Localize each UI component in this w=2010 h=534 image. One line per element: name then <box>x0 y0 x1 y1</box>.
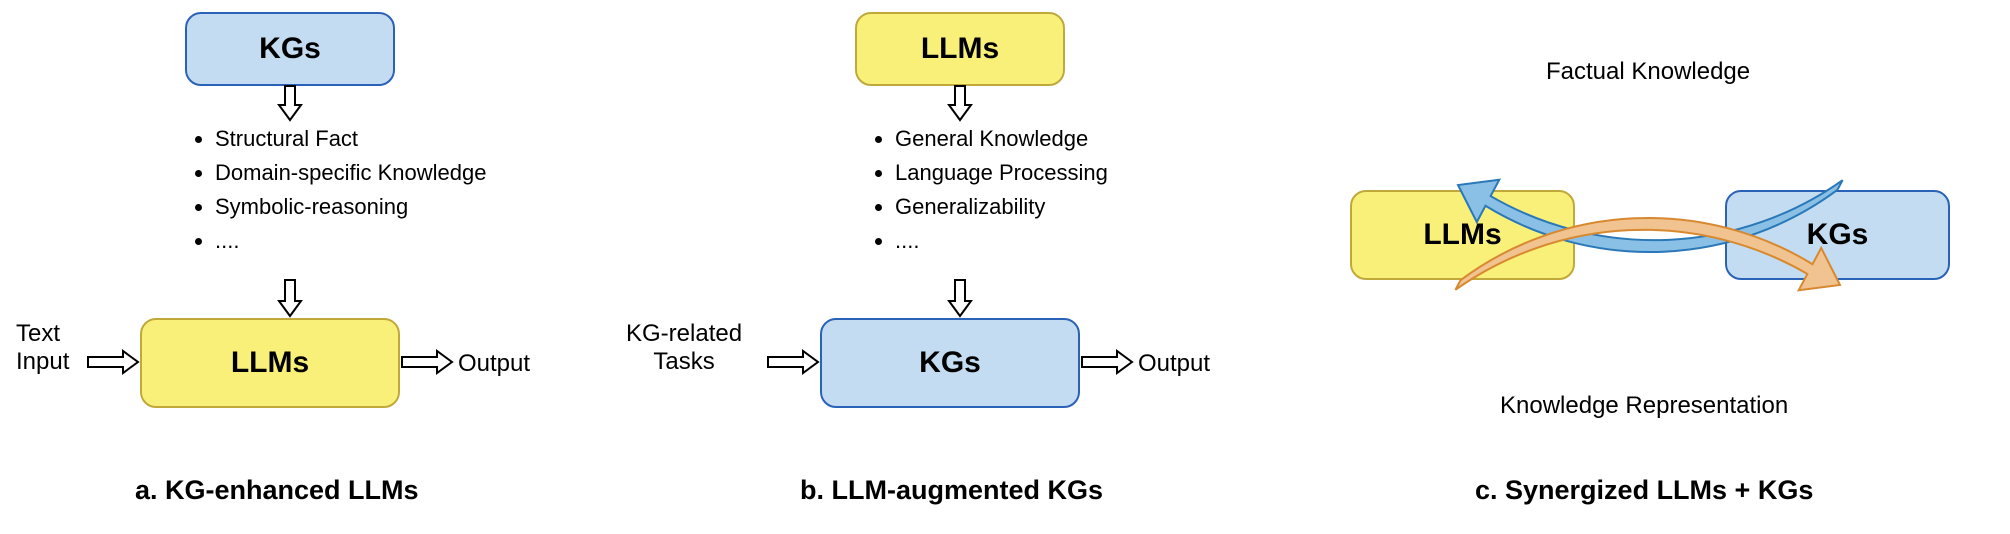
llms-bottom-box: LLMs <box>140 318 400 408</box>
caption-c: c. Synergized LLMs + KGs <box>1475 475 1813 506</box>
llms-left-box: LLMs <box>1350 190 1575 280</box>
bullet-item: Structural Fact <box>215 122 486 156</box>
panel-b: LLMs General KnowledgeLanguage Processin… <box>620 0 1260 534</box>
llms-top-label: LLMs <box>921 32 999 66</box>
bullet-item: Generalizability <box>895 190 1108 224</box>
kg-tasks-label: KG-related Tasks <box>626 320 742 376</box>
bullet-item: Domain-specific Knowledge <box>215 156 486 190</box>
kgs-bottom-box: KGs <box>820 318 1080 408</box>
bullet-item: .... <box>215 224 486 258</box>
bullet-item: .... <box>895 224 1108 258</box>
output-label-a: Output <box>458 350 530 378</box>
factual-knowledge-label: Factual Knowledge <box>1546 58 1750 86</box>
bullet-item: Language Processing <box>895 156 1108 190</box>
kgs-top-label: KGs <box>259 32 321 66</box>
kgs-bottom-label: KGs <box>919 346 981 380</box>
bullet-item: Symbolic-reasoning <box>215 190 486 224</box>
output-label-b: Output <box>1138 350 1210 378</box>
bullet-item: General Knowledge <box>895 122 1108 156</box>
llms-left-label: LLMs <box>1423 218 1501 252</box>
panel-a: KGs Structural FactDomain-specific Knowl… <box>10 0 570 534</box>
panel-a-bullets: Structural FactDomain-specific Knowledge… <box>185 122 486 258</box>
caption-b: b. LLM-augmented KGs <box>800 475 1103 506</box>
panel-c: LLMs KGs Factual Knowledge Knowledge Rep… <box>1330 0 1990 534</box>
panel-b-bullets: General KnowledgeLanguage ProcessingGene… <box>865 122 1108 258</box>
kgs-right-box: KGs <box>1725 190 1950 280</box>
caption-a: a. KG-enhanced LLMs <box>135 475 419 506</box>
text-input-label: Text Input <box>16 320 69 376</box>
llms-top-box: LLMs <box>855 12 1065 86</box>
llms-bottom-label: LLMs <box>231 346 309 380</box>
kgs-right-label: KGs <box>1807 218 1869 252</box>
knowledge-representation-label: Knowledge Representation <box>1500 392 1788 420</box>
kgs-top-box: KGs <box>185 12 395 86</box>
